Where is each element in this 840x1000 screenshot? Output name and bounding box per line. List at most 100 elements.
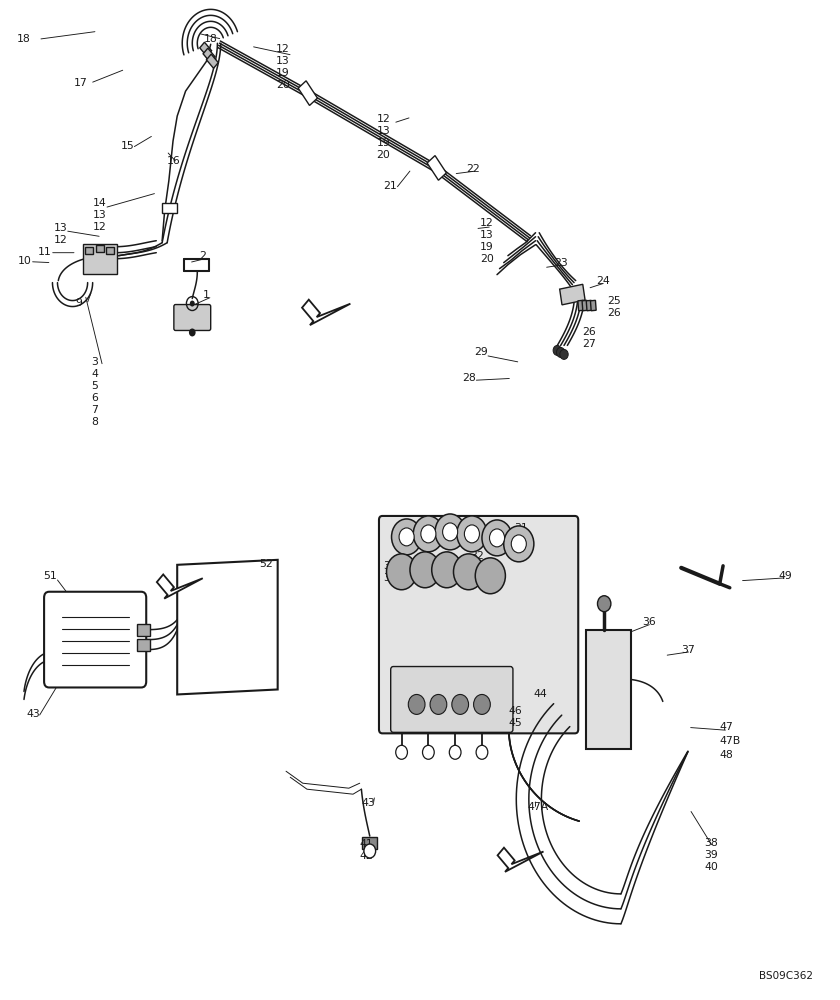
Circle shape — [504, 526, 534, 562]
Text: 16: 16 — [166, 156, 180, 166]
Text: 14: 14 — [92, 198, 107, 208]
Text: 29: 29 — [475, 347, 488, 357]
Circle shape — [553, 345, 561, 355]
Text: 52: 52 — [260, 559, 273, 569]
Text: 3: 3 — [91, 357, 97, 367]
Polygon shape — [200, 42, 212, 56]
Text: 39: 39 — [705, 850, 718, 860]
Text: 13: 13 — [53, 223, 67, 233]
Text: 13: 13 — [376, 126, 391, 136]
Text: 23: 23 — [554, 258, 568, 268]
Circle shape — [490, 529, 505, 547]
Text: 12: 12 — [92, 222, 107, 232]
Circle shape — [465, 525, 480, 543]
Text: 20: 20 — [480, 254, 494, 264]
Circle shape — [454, 554, 484, 590]
Text: 48: 48 — [720, 750, 733, 760]
Polygon shape — [203, 48, 215, 62]
Text: 12: 12 — [376, 114, 391, 124]
Text: 12: 12 — [53, 235, 67, 245]
Circle shape — [432, 552, 462, 588]
Text: 31: 31 — [514, 523, 528, 533]
Text: 47B: 47B — [720, 736, 741, 746]
Circle shape — [457, 516, 487, 552]
Circle shape — [399, 528, 414, 546]
Text: 38: 38 — [705, 838, 718, 848]
Polygon shape — [302, 300, 350, 325]
Polygon shape — [162, 203, 177, 213]
Polygon shape — [177, 560, 278, 694]
Text: 9: 9 — [75, 298, 82, 308]
Circle shape — [597, 596, 611, 612]
Polygon shape — [137, 639, 150, 651]
Polygon shape — [586, 300, 592, 311]
Text: 18: 18 — [17, 34, 30, 44]
Text: 19: 19 — [480, 242, 494, 252]
Text: 47: 47 — [720, 722, 733, 732]
Text: 43: 43 — [361, 798, 375, 808]
Polygon shape — [582, 300, 588, 311]
Circle shape — [449, 745, 461, 759]
Text: 44: 44 — [533, 689, 547, 699]
Text: 32: 32 — [470, 551, 484, 561]
Text: 34: 34 — [383, 573, 397, 583]
Text: 26: 26 — [607, 308, 622, 318]
Circle shape — [475, 558, 506, 594]
Polygon shape — [83, 244, 117, 274]
Polygon shape — [106, 247, 114, 254]
Circle shape — [452, 694, 469, 714]
FancyBboxPatch shape — [379, 516, 578, 733]
Circle shape — [391, 519, 422, 555]
FancyBboxPatch shape — [44, 592, 146, 687]
Polygon shape — [497, 848, 543, 872]
Text: 19: 19 — [276, 68, 290, 78]
Polygon shape — [591, 300, 596, 311]
Text: 46: 46 — [509, 706, 522, 716]
Text: 1: 1 — [202, 290, 209, 300]
Text: BS09C362: BS09C362 — [759, 971, 813, 981]
Text: 26: 26 — [582, 327, 596, 337]
Text: 13: 13 — [276, 56, 290, 66]
Polygon shape — [96, 245, 104, 252]
Text: 20: 20 — [376, 150, 391, 160]
Circle shape — [482, 520, 512, 556]
Circle shape — [386, 554, 417, 590]
Text: 43: 43 — [27, 709, 40, 719]
FancyBboxPatch shape — [174, 305, 211, 330]
Polygon shape — [298, 81, 318, 105]
Text: 28: 28 — [462, 373, 475, 383]
Text: 35: 35 — [383, 561, 397, 571]
Text: 33: 33 — [470, 539, 484, 549]
Text: 49: 49 — [779, 571, 792, 581]
Text: 10: 10 — [18, 256, 32, 266]
Text: 17: 17 — [73, 78, 87, 88]
Text: 8: 8 — [91, 417, 97, 427]
Polygon shape — [137, 624, 150, 636]
Circle shape — [364, 844, 375, 858]
Text: 5: 5 — [91, 381, 97, 391]
Text: 41: 41 — [360, 839, 374, 849]
Circle shape — [413, 516, 444, 552]
Circle shape — [556, 347, 564, 357]
Circle shape — [559, 349, 568, 359]
Polygon shape — [362, 837, 377, 849]
Circle shape — [474, 694, 491, 714]
Text: 13: 13 — [480, 230, 494, 240]
Text: 20: 20 — [276, 80, 290, 90]
Circle shape — [408, 694, 425, 714]
Circle shape — [476, 745, 488, 759]
FancyBboxPatch shape — [391, 667, 513, 732]
Text: 27: 27 — [582, 339, 596, 349]
Text: 18: 18 — [204, 34, 218, 44]
Circle shape — [396, 745, 407, 759]
Circle shape — [512, 535, 527, 553]
Text: 4: 4 — [91, 369, 97, 379]
Text: 22: 22 — [466, 164, 480, 174]
Polygon shape — [578, 300, 584, 311]
Text: 12: 12 — [480, 218, 494, 228]
Polygon shape — [157, 574, 202, 599]
Text: 30: 30 — [514, 535, 528, 545]
Circle shape — [421, 525, 436, 543]
Text: 12: 12 — [276, 44, 290, 54]
Polygon shape — [207, 54, 218, 68]
